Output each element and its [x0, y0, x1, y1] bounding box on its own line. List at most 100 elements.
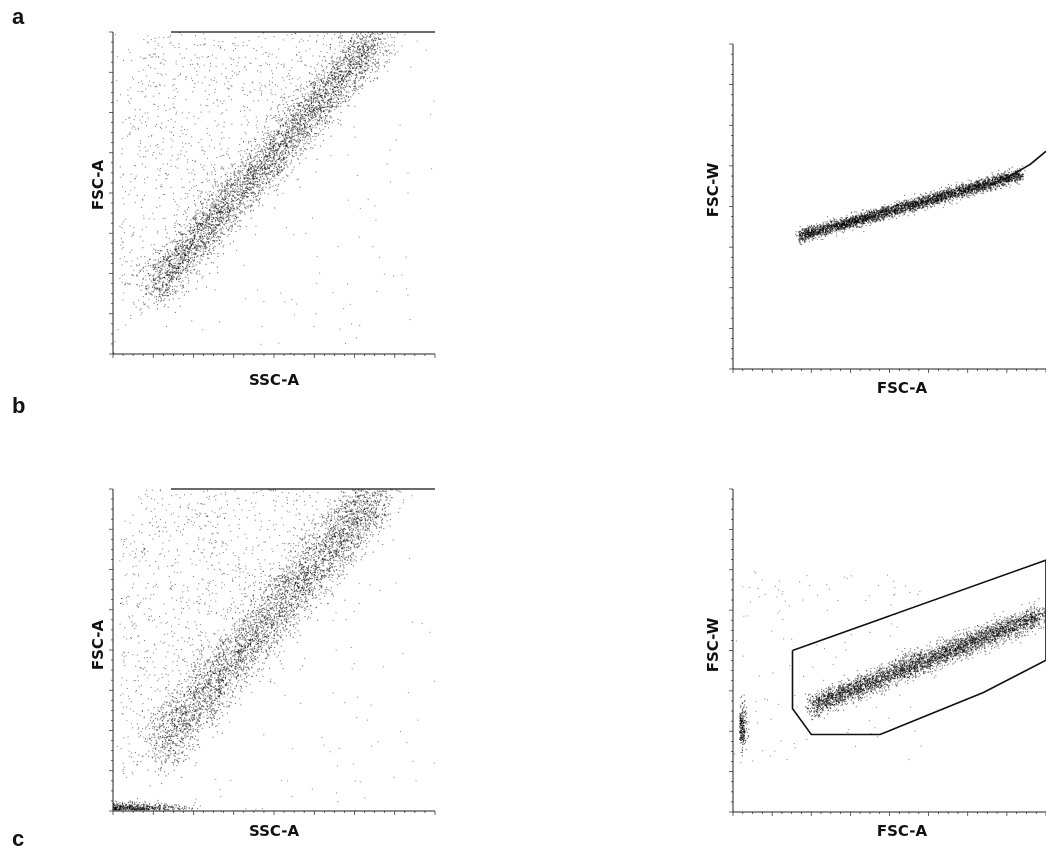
data-point: [203, 215, 204, 216]
data-point: [178, 243, 179, 244]
data-point: [279, 133, 280, 134]
data-point: [229, 195, 230, 196]
data-point: [299, 127, 300, 128]
data-point: [274, 140, 275, 141]
data-point: [304, 98, 305, 99]
data-point: [293, 115, 294, 116]
data-point: [167, 285, 168, 286]
data-point: [286, 117, 287, 118]
data-point: [163, 300, 164, 301]
data-point: [326, 93, 327, 94]
data-point: [322, 101, 323, 102]
data-point: [355, 70, 356, 71]
data-point: [305, 105, 306, 106]
data-point: [163, 263, 164, 264]
data-point: [122, 148, 123, 149]
data-point: [165, 272, 166, 273]
data-point: [169, 291, 170, 292]
data-point: [299, 105, 300, 106]
data-point: [185, 247, 186, 248]
data-point: [211, 174, 212, 175]
data-point: [194, 238, 195, 239]
data-point: [130, 315, 131, 316]
data-point: [255, 139, 256, 140]
data-point: [129, 103, 130, 104]
data-point: [213, 248, 214, 249]
data-point: [336, 76, 337, 77]
data-point: [194, 257, 195, 258]
data-point: [327, 77, 328, 78]
data-point: [384, 65, 385, 66]
data-point: [310, 128, 311, 129]
data-point: [269, 188, 270, 189]
data-point: [244, 168, 245, 169]
data-point: [341, 94, 342, 95]
data-point: [296, 109, 297, 110]
data-point: [317, 109, 318, 110]
data-point: [178, 246, 179, 247]
data-point: [240, 166, 241, 167]
data-point: [192, 240, 193, 241]
data-point: [274, 190, 275, 191]
data-point: [315, 82, 316, 83]
data-point: [293, 119, 294, 120]
data-point: [179, 250, 180, 251]
data-point: [242, 163, 243, 164]
data-point: [200, 236, 201, 237]
data-point: [293, 114, 294, 115]
data-point: [251, 175, 252, 176]
data-point: [253, 168, 254, 169]
data-point: [223, 253, 224, 254]
data-point: [332, 69, 333, 70]
data-point: [149, 287, 150, 288]
data-point: [229, 219, 230, 220]
data-point: [273, 117, 274, 118]
data-point: [234, 177, 235, 178]
data-point: [203, 169, 204, 170]
data-point: [199, 262, 200, 263]
data-point: [328, 83, 329, 84]
data-point: [206, 264, 207, 265]
data-point: [308, 121, 309, 122]
data-point: [297, 179, 298, 180]
data-point: [156, 267, 157, 268]
data-point: [338, 99, 339, 100]
data-point: [138, 300, 139, 301]
data-point: [197, 228, 198, 229]
data-point: [293, 106, 294, 107]
data-point: [352, 64, 353, 65]
data-point: [207, 208, 208, 209]
data-point: [162, 287, 163, 288]
data-point: [308, 106, 309, 107]
data-point: [164, 194, 165, 195]
data-point: [332, 122, 333, 123]
data-point: [201, 237, 202, 238]
data-point: [219, 211, 220, 212]
data-point: [196, 71, 197, 72]
data-point: [378, 59, 379, 60]
data-point: [156, 289, 157, 290]
data-point: [271, 136, 272, 137]
data-point: [264, 173, 265, 174]
data-point: [207, 226, 208, 227]
data-point: [348, 105, 349, 106]
data-point: [312, 127, 313, 128]
data-point: [300, 110, 301, 111]
data-point: [131, 174, 132, 175]
data-point: [310, 114, 311, 115]
data-point: [287, 138, 288, 139]
data-point: [213, 207, 214, 208]
data-point: [242, 192, 243, 193]
data-point: [218, 236, 219, 237]
data-point: [359, 64, 360, 65]
data-point: [188, 278, 189, 279]
data-point: [321, 100, 322, 101]
data-point: [203, 241, 204, 242]
data-point: [227, 88, 228, 89]
data-point: [210, 66, 211, 67]
data-point: [209, 236, 210, 237]
data-point: [164, 262, 165, 263]
data-point: [242, 161, 243, 162]
data-point: [339, 57, 340, 58]
data-point: [299, 124, 300, 125]
